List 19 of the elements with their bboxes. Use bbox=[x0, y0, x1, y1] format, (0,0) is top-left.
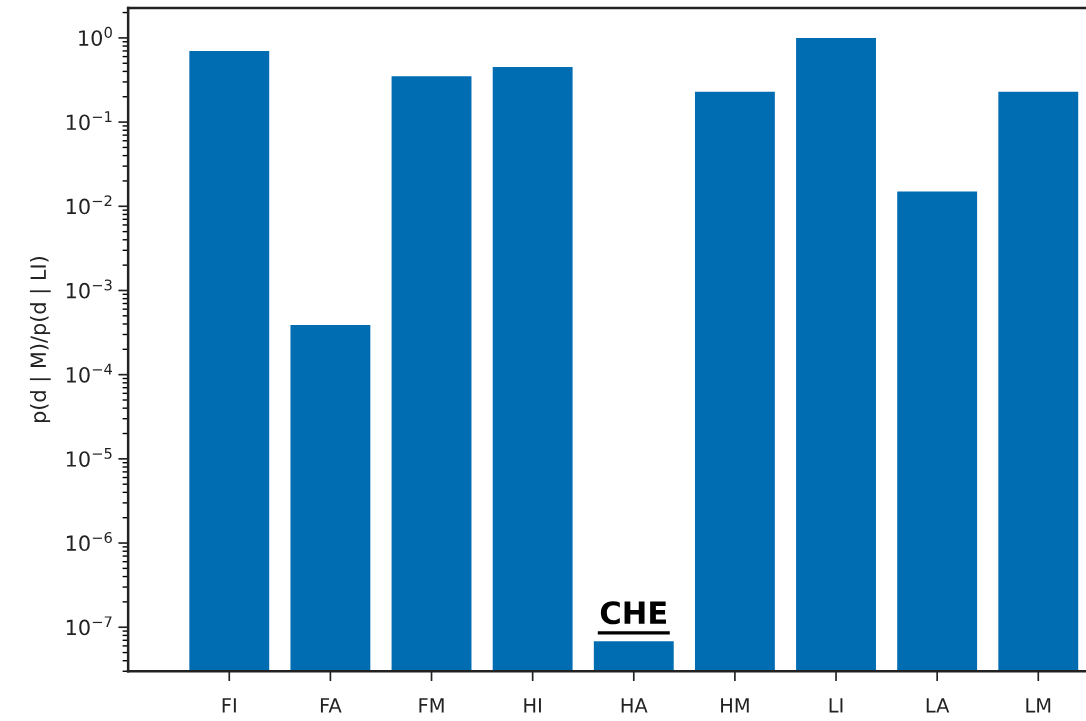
x-tick-label: FM bbox=[419, 698, 444, 713]
x-tick-label: HM bbox=[721, 698, 749, 713]
y-axis-title: p(d | M)/p(d | LI) bbox=[29, 257, 51, 423]
x-tick-label: LM bbox=[1026, 698, 1051, 713]
y-tick-label: 10$^{−5}$ bbox=[66, 448, 112, 467]
y-tick-label: 10$^{−1}$ bbox=[66, 111, 112, 131]
x-tick-label: HA bbox=[621, 698, 648, 713]
y-tick-label: 10$^{−3}$ bbox=[66, 279, 112, 299]
x-tick-label: HI bbox=[524, 698, 541, 713]
y-tick-label: 10$^{−4}$ bbox=[66, 363, 112, 383]
x-tick-label: LI bbox=[829, 698, 843, 713]
y-tick-label: 10$^{−7}$ bbox=[66, 616, 112, 636]
y-tick-label: 10$^{−2}$ bbox=[66, 195, 112, 215]
y-tick-label: 10$^{−6}$ bbox=[66, 532, 112, 552]
annotation: CHE bbox=[600, 601, 666, 625]
x-tick-label: LA bbox=[926, 698, 950, 713]
x-tick-label: FA bbox=[320, 698, 342, 713]
y-tick-label: 10$^{0}$ bbox=[79, 26, 112, 46]
x-tick-label: FI bbox=[222, 698, 236, 713]
